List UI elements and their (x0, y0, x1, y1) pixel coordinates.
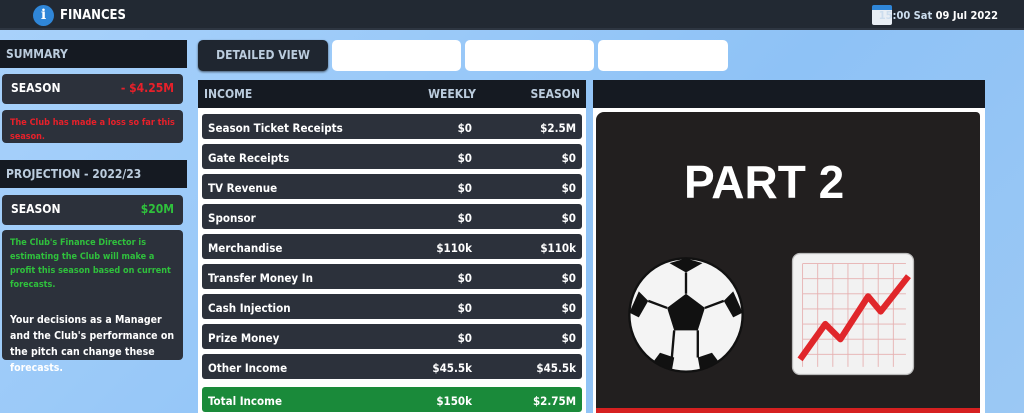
season-value: $2.75M (532, 394, 576, 408)
row-label: Total Income (208, 394, 282, 408)
weekly-value: $0 (457, 211, 472, 225)
soccer-ball-icon (628, 257, 744, 373)
row-label: Other Income (208, 361, 288, 375)
weekly-value: $0 (457, 151, 472, 165)
season-value: $2.5M (540, 121, 576, 135)
summary-message: The Club has made a loss so far this sea… (2, 110, 183, 143)
season-value: $110k (540, 241, 576, 255)
season-value: $45.5k (536, 361, 576, 375)
projection-header: PROJECTION - 2022/23 (0, 160, 187, 188)
tab-2[interactable] (332, 40, 461, 71)
page-title: FINANCES (60, 8, 126, 23)
weekly-value: $0 (457, 301, 472, 315)
info-icon[interactable]: i (33, 5, 54, 26)
weekly-value: $110k (436, 241, 472, 255)
datetime: 15:00 Sat 09 Jul 2022 (878, 9, 998, 22)
summary-header: SUMMARY (0, 40, 187, 68)
table-row[interactable]: Transfer Money In $0 $0 (202, 264, 582, 289)
calendar-icon[interactable] (872, 5, 892, 25)
chart-increasing-icon (791, 252, 915, 376)
row-label: TV Revenue (208, 181, 278, 195)
row-label: Transfer Money In (208, 271, 313, 285)
row-label: Sponsor (208, 211, 256, 225)
projection-note: Your decisions as a Manager and the Club… (10, 314, 175, 374)
row-label: Season Ticket Receipts (208, 121, 343, 135)
summary-season-row: SEASON - $4.25M (2, 74, 183, 104)
season-value: $0 (561, 301, 576, 315)
overlay-text: PART 2 (684, 156, 845, 208)
weekly-value: $0 (457, 271, 472, 285)
table-row[interactable]: Sponsor $0 $0 (202, 204, 582, 229)
tab-3[interactable] (465, 40, 594, 71)
weekly-value: $0 (457, 331, 472, 345)
season-value: $0 (561, 271, 576, 285)
projection-season-row: SEASON $20M (2, 195, 183, 225)
income-table-header: INCOME WEEKLY SEASON (198, 80, 586, 108)
season-value: $0 (561, 211, 576, 225)
tab-detailed-view[interactable]: DETAILED VIEW (198, 40, 328, 71)
weekly-value: $150k (436, 394, 472, 408)
tab-4[interactable] (598, 40, 728, 71)
table-row[interactable]: Season Ticket Receipts $0 $2.5M (202, 114, 582, 139)
table-row[interactable]: Other Income $45.5k $45.5k (202, 354, 582, 379)
table-row[interactable]: Prize Money $0 $0 (202, 324, 582, 349)
redacted-header (593, 80, 985, 108)
row-label: Cash Injection (208, 301, 291, 315)
weekly-value: $0 (457, 181, 472, 195)
row-label: Prize Money (208, 331, 280, 345)
row-label: Merchandise (208, 241, 283, 255)
season-value: $0 (561, 181, 576, 195)
row-label: Gate Receipts (208, 151, 290, 165)
table-row[interactable]: Merchandise $110k $110k (202, 234, 582, 259)
top-bar: i FINANCES 15:00 Sat 09 Jul 2022 (0, 0, 1024, 30)
table-row[interactable]: TV Revenue $0 $0 (202, 174, 582, 199)
projection-message: The Club's Finance Director is estimatin… (10, 238, 171, 290)
projection-message-box: The Club's Finance Director is estimatin… (2, 230, 183, 374)
total-income-row[interactable]: Total Income $150k $2.75M (202, 387, 582, 412)
table-row[interactable]: Cash Injection $0 $0 (202, 294, 582, 319)
table-row[interactable]: Gate Receipts $0 $0 (202, 144, 582, 169)
weekly-value: $45.5k (432, 361, 472, 375)
income-table: Season Ticket Receipts $0 $2.5M Gate Receip… (198, 108, 586, 413)
red-bar (596, 408, 980, 413)
weekly-value: $0 (457, 121, 472, 135)
season-value: $0 (561, 331, 576, 345)
season-value: $0 (561, 151, 576, 165)
